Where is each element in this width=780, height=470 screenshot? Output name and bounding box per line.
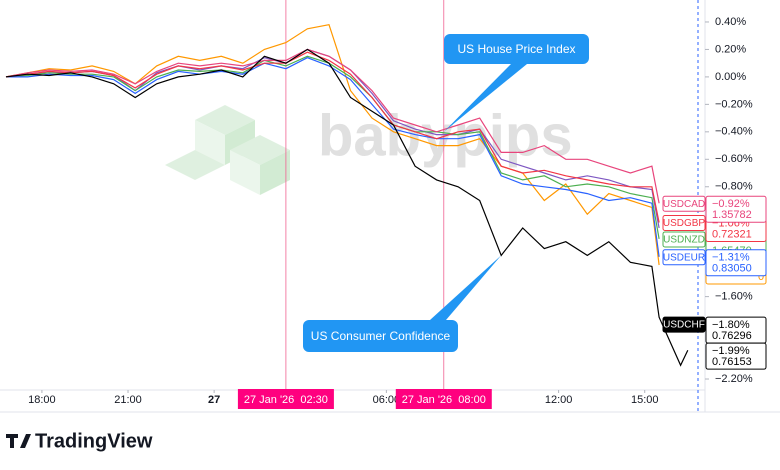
price-label-price: 0.83050 (712, 263, 752, 275)
series-line (5, 48, 689, 367)
callout-pointer (430, 255, 502, 320)
price-label-price: 1.35782 (712, 209, 752, 221)
callout-text: US House Price Index (457, 42, 575, 56)
y-tick-label: 0.00% (715, 71, 746, 83)
y-tick-label: −0.60% (715, 153, 753, 165)
series-name: USDCHF (663, 320, 705, 331)
price-label-price: 0.76296 (712, 330, 752, 342)
x-tick-label: 15:00 (631, 394, 659, 406)
y-tick-label: −0.80% (715, 181, 753, 193)
price-label-price: 0.72321 (712, 228, 752, 240)
callout-box (303, 320, 458, 352)
callout-pointer (443, 64, 527, 132)
y-tick-label: −0.40% (715, 126, 753, 138)
event-tag (395, 389, 492, 409)
series-line (5, 24, 660, 266)
callout-text: US Consumer Confidence (311, 329, 451, 343)
price-label-box (705, 342, 767, 370)
x-tick-label: 12:00 (545, 394, 573, 406)
price-label-percent: −1.80% (712, 319, 750, 331)
series-line (6, 57, 660, 257)
series-line (5, 51, 660, 223)
series-line (5, 48, 660, 204)
y-tick-label: −1.60% (715, 291, 753, 303)
series-name: USDNZD (663, 235, 705, 246)
series-name-box (662, 249, 706, 266)
callout-box (444, 34, 589, 64)
price-label-percent: −1.31% (712, 252, 750, 264)
series-name-box (662, 316, 706, 333)
x-tick-label: 21:00 (114, 394, 142, 406)
y-tick-label: −2.20% (715, 373, 753, 385)
price-label-percent: −0.92% (712, 198, 750, 210)
y-tick-label: 0.40% (715, 16, 746, 28)
price-label-box (705, 249, 767, 277)
series-line (5, 55, 660, 240)
price-label-price: 0 (758, 271, 764, 283)
series-name: USDGBP (663, 218, 706, 229)
series-name-box (662, 231, 706, 248)
brand: TradingView (35, 430, 153, 452)
y-tick-label: −0.20% (715, 98, 753, 110)
x-tick-label: 27 (208, 394, 220, 406)
y-tick-label: 0.20% (715, 43, 746, 55)
x-tick-label: 06:00 (373, 394, 401, 406)
brand-logo (6, 434, 31, 448)
watermark-logo (165, 105, 290, 195)
series-name: USDEUR (663, 252, 705, 263)
series-name: USDCAD (663, 199, 705, 210)
series-name-box (662, 214, 706, 231)
event-tag-label: 27 Jan '26 08:00 (402, 394, 486, 406)
series-name-box (662, 195, 706, 212)
price-label-price: 0.76153 (712, 356, 752, 368)
event-tag (237, 389, 334, 409)
price-label-box (705, 195, 767, 223)
event-tag-label: 27 Jan '26 02:30 (244, 394, 328, 406)
x-tick-label: 18:00 (28, 394, 56, 406)
price-label-percent: −1.99% (712, 345, 750, 357)
